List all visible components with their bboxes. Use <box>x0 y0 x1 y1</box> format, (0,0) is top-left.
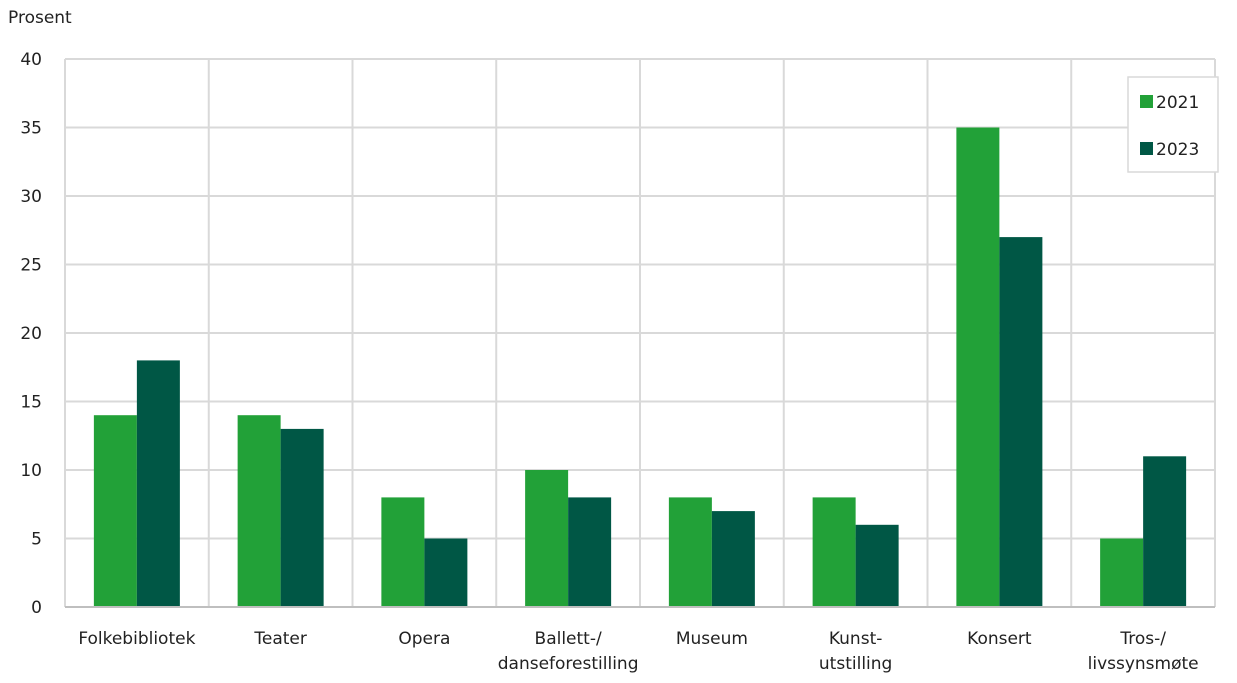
x-tick-label-line: Teater <box>253 629 307 649</box>
bar-2023 <box>136 360 180 607</box>
x-tick-label: Tros-/ livssynsmøte <box>1088 629 1199 674</box>
x-tick-label-line: Ballett-/ <box>535 629 602 649</box>
x-tick-label: Kunst-utstilling <box>819 629 892 674</box>
legend-box <box>1127 76 1219 173</box>
bar-2023 <box>568 497 612 607</box>
bar-2021 <box>237 415 281 607</box>
bar-2021 <box>956 127 1000 607</box>
x-tick-label: Folkebibliotek <box>78 629 195 649</box>
y-tick-label: 35 <box>20 119 42 139</box>
x-tick-label-line: Folkebibliotek <box>78 629 195 649</box>
bar-2023 <box>280 428 324 607</box>
bar-2023 <box>999 237 1043 607</box>
y-tick-label: 15 <box>20 393 42 413</box>
y-tick-label: 40 <box>20 50 42 70</box>
x-tick-label-line: Kunst- <box>829 629 883 649</box>
x-tick-label-line: Tros-/ <box>1119 629 1166 649</box>
bar-2023 <box>1143 456 1187 607</box>
legend-label: 2023 <box>1156 140 1199 160</box>
x-tick-label-line: Konsert <box>967 629 1032 649</box>
x-tick-label: Ballett-/ danseforestilling <box>498 629 639 674</box>
y-tick-label: 0 <box>31 598 42 618</box>
bar-2023 <box>711 511 755 607</box>
y-tick-label: 20 <box>20 324 42 344</box>
legend-swatch-2021 <box>1140 95 1153 108</box>
x-tick-label-line: livssynsmøte <box>1088 654 1199 674</box>
bar-2021 <box>93 415 137 607</box>
y-tick-label: 30 <box>20 187 42 207</box>
x-tick-label-line: Museum <box>676 629 748 649</box>
bar-2021 <box>812 497 856 607</box>
legend-swatch-2023 <box>1140 142 1153 155</box>
x-tick-label-line: utstilling <box>819 654 892 674</box>
y-tick-label: 5 <box>31 530 42 550</box>
x-tick-label: Teater <box>253 629 307 649</box>
bar-2021 <box>525 470 569 607</box>
bar-2021 <box>668 497 712 607</box>
x-tick-label: Museum <box>676 629 748 649</box>
y-tick-label: 10 <box>20 461 42 481</box>
y-tick-label: 25 <box>20 256 42 276</box>
x-tick-label: Opera <box>398 629 450 649</box>
legend-label: 2021 <box>1156 93 1199 113</box>
bar-2023 <box>424 538 468 607</box>
x-tick-label-line: danseforestilling <box>498 654 639 674</box>
x-tick-label-line: Opera <box>398 629 450 649</box>
y-axis-title: Prosent <box>8 8 72 28</box>
bar-2021 <box>381 497 425 607</box>
bar-2023 <box>855 524 899 607</box>
bar-2021 <box>1100 538 1144 607</box>
x-tick-label: Konsert <box>967 629 1032 649</box>
